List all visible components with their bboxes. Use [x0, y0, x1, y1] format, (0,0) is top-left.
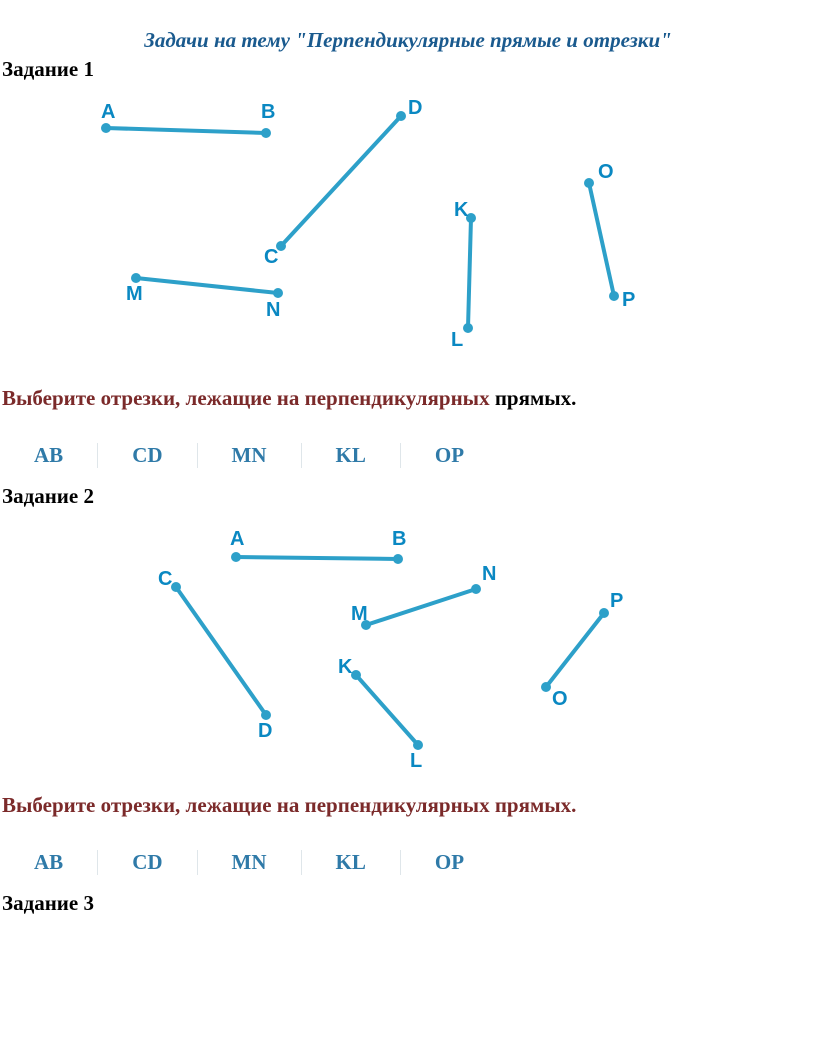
point-O [541, 682, 551, 692]
option-op[interactable]: OP [421, 850, 478, 875]
task-1-prompt: Выберите отрезки, лежащие на перпендикул… [2, 386, 816, 411]
option-op[interactable]: OP [421, 443, 478, 468]
segment-CD [176, 587, 266, 715]
option-kl[interactable]: KL [322, 443, 380, 468]
option-ab[interactable]: AB [20, 850, 77, 875]
segment-KL [356, 675, 418, 745]
point-C [171, 582, 181, 592]
point-label-B: B [392, 528, 406, 550]
segment-OP [589, 183, 614, 296]
point-label-M: M [126, 283, 143, 305]
task-1-options: AB CD MN KL OP [20, 443, 816, 468]
task-1-heading: Задание 1 [2, 57, 816, 82]
point-P [599, 608, 609, 618]
page: Задачи на тему "Перпендикулярные прямые … [0, 0, 816, 916]
point-label-K: K [454, 199, 469, 221]
point-A [101, 123, 111, 133]
option-kl[interactable]: KL [322, 850, 380, 875]
segment-MN [366, 589, 476, 625]
page-title: Задачи на тему "Перпендикулярные прямые … [0, 28, 816, 53]
task-2-diagram: A B C D M N K L O P [6, 515, 706, 775]
point-label-M: M [351, 603, 368, 625]
segment-MN [136, 278, 278, 293]
task-2-prompt-highlighted: Выберите отрезки, лежащие на перпендикул… [2, 793, 576, 817]
point-B [393, 554, 403, 564]
point-label-A: A [101, 101, 115, 123]
point-label-C: C [158, 568, 172, 590]
point-label-O: O [552, 688, 568, 710]
option-separator [301, 443, 302, 468]
segment-KL [468, 218, 471, 328]
point-label-N: N [266, 299, 280, 321]
task-3-heading: Задание 3 [2, 891, 816, 916]
point-N [471, 584, 481, 594]
point-label-D: D [258, 720, 272, 742]
task-1-prompt-rest: прямых. [490, 386, 577, 410]
option-cd[interactable]: CD [118, 443, 176, 468]
point-label-O: O [598, 161, 614, 183]
task-2-heading: Задание 2 [2, 484, 816, 509]
task-1-diagram: A B C D M N K L O P [6, 88, 706, 368]
point-label-D: D [408, 97, 422, 119]
option-separator [400, 850, 401, 875]
point-L [463, 323, 473, 333]
point-O [584, 178, 594, 188]
point-label-P: P [622, 289, 635, 311]
option-mn[interactable]: MN [218, 443, 281, 468]
point-label-K: K [338, 656, 353, 678]
segment-AB [106, 128, 266, 133]
task-2-options: AB CD MN KL OP [20, 850, 816, 875]
segment-OP [546, 613, 604, 687]
point-label-A: A [230, 528, 244, 550]
option-separator [97, 850, 98, 875]
option-separator [400, 443, 401, 468]
point-label-N: N [482, 563, 496, 585]
point-K [351, 670, 361, 680]
option-ab[interactable]: AB [20, 443, 77, 468]
point-B [261, 128, 271, 138]
task-2-prompt: Выберите отрезки, лежащие на перпендикул… [2, 793, 816, 818]
point-label-L: L [410, 750, 422, 772]
point-P [609, 291, 619, 301]
option-separator [197, 443, 198, 468]
segment-CD [281, 116, 401, 246]
point-label-L: L [451, 329, 463, 351]
point-label-P: P [610, 590, 623, 612]
point-D [396, 111, 406, 121]
point-label-C: C [264, 246, 278, 268]
point-L [413, 740, 423, 750]
option-separator [97, 443, 98, 468]
option-separator [197, 850, 198, 875]
option-separator [301, 850, 302, 875]
option-cd[interactable]: CD [118, 850, 176, 875]
segment-AB [236, 557, 398, 559]
option-mn[interactable]: MN [218, 850, 281, 875]
point-D [261, 710, 271, 720]
point-label-B: B [261, 101, 275, 123]
point-M [131, 273, 141, 283]
task-1-prompt-highlighted: Выберите отрезки, лежащие на перпендикул… [2, 386, 490, 410]
point-N [273, 288, 283, 298]
point-A [231, 552, 241, 562]
